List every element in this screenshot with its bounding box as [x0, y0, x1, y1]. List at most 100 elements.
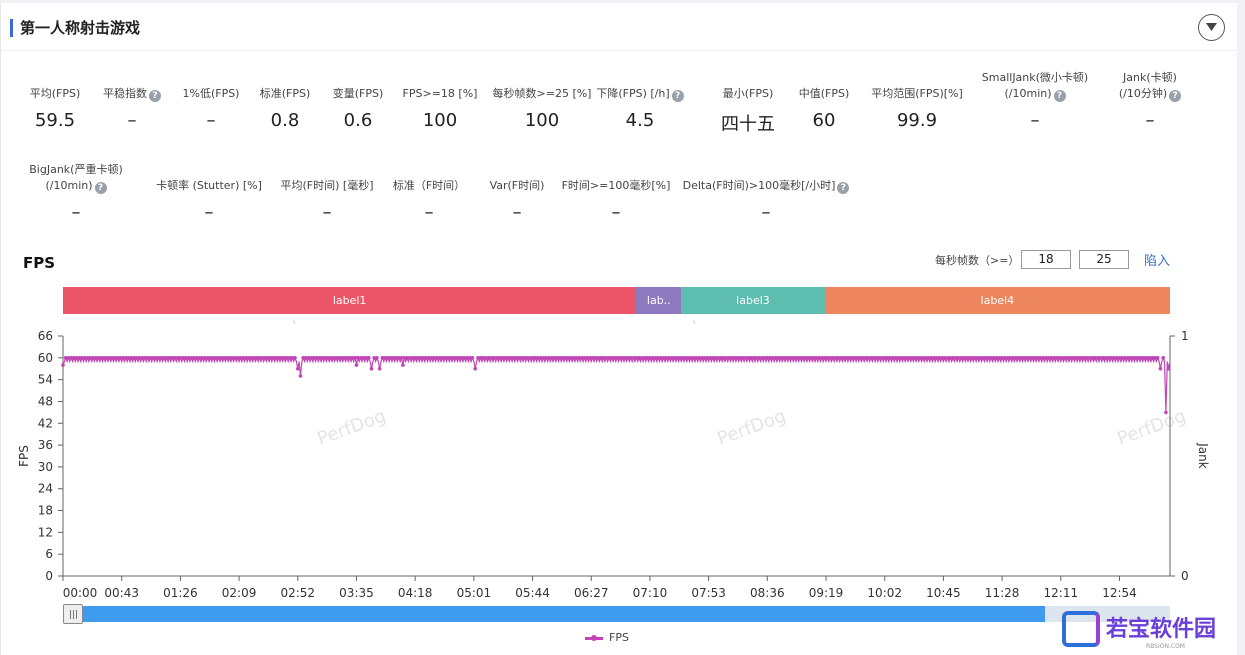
fps-data-point — [249, 356, 254, 360]
help-icon[interactable]: ? — [1053, 90, 1066, 102]
metric: 平均范围(FPS)[%] 99.9 — [827, 86, 1007, 131]
fps-data-point — [743, 356, 748, 360]
fps-data-point — [230, 356, 235, 360]
x-tick-label: 08:36 — [750, 586, 785, 600]
fps-data-point — [1052, 356, 1056, 360]
fps-data-point — [336, 356, 341, 360]
fps-data-point — [326, 356, 330, 360]
fps-data-point — [896, 356, 901, 360]
fps-data-point — [124, 356, 128, 360]
metric: F时间>=100毫秒[%] – — [526, 178, 706, 223]
fps-data-point — [667, 356, 671, 360]
y-tick-label: 0 — [45, 569, 53, 583]
fps-data-point — [296, 366, 300, 371]
metric-label: 标准(FPS) — [259, 87, 311, 100]
fps-data-point — [1079, 356, 1084, 360]
fps-data-point — [1150, 356, 1155, 360]
collapse-button[interactable] — [1198, 14, 1225, 41]
fps-data-point — [779, 356, 783, 360]
fps-data-point — [1082, 356, 1086, 360]
fps-data-point — [443, 356, 448, 360]
x-tick-label: 12:11 — [1044, 586, 1079, 600]
fps-data-point — [88, 356, 93, 360]
fps-data-point — [852, 356, 857, 360]
help-icon[interactable]: ? — [149, 90, 161, 102]
x-tick-label: 07:53 — [691, 586, 726, 600]
fps-data-point — [746, 356, 750, 360]
x-tick-label: 00:00 — [63, 586, 98, 600]
fps-data-point — [795, 356, 800, 360]
fps-data-point — [847, 356, 851, 360]
label-segment[interactable]: label1 — [63, 287, 637, 314]
fps-data-point — [992, 356, 996, 360]
fps-data-point — [342, 356, 347, 360]
fps-data-point — [1093, 356, 1097, 360]
threshold-input-2[interactable]: 25 — [1079, 250, 1129, 269]
threshold-label: 每秒帧数（>=） — [935, 254, 1020, 267]
fps-data-point — [170, 356, 174, 360]
fps-data-point — [159, 356, 164, 360]
help-icon[interactable]: ? — [837, 182, 850, 194]
chart-legend[interactable]: FPS — [585, 631, 629, 644]
fps-data-point — [656, 356, 660, 360]
fps-data-point — [517, 356, 521, 360]
fps-data-point — [514, 356, 518, 360]
fps-data-point — [730, 356, 734, 360]
fps-data-point — [375, 356, 379, 360]
fps-data-point — [825, 356, 830, 360]
fps-data-point — [642, 356, 647, 360]
metric-label: Var(F时间) — [489, 179, 545, 192]
fps-data-point — [1134, 356, 1138, 360]
fps-data-point — [462, 356, 467, 360]
fps-data-point — [274, 356, 278, 360]
fps-data-point — [1115, 356, 1119, 360]
help-icon[interactable]: ? — [1169, 90, 1182, 102]
fps-data-point — [661, 356, 666, 360]
slider-handle[interactable] — [63, 604, 83, 624]
fps-data-point — [951, 356, 955, 360]
fps-data-point — [83, 356, 87, 360]
fps-data-point — [113, 356, 117, 360]
fps-data-point — [536, 356, 540, 360]
fps-data-point — [361, 356, 366, 360]
fps-data-point — [394, 356, 398, 360]
fps-data-point — [973, 356, 977, 360]
fps-data-point — [1049, 356, 1053, 360]
help-icon[interactable]: ? — [671, 90, 684, 102]
fps-data-point — [91, 356, 95, 360]
metric-label-unit: (/10min)? — [0, 178, 166, 194]
fps-data-point — [429, 356, 434, 360]
apply-button[interactable]: 陷入 — [1144, 254, 1171, 269]
fps-data-point — [63, 356, 68, 360]
fps-data-point — [102, 356, 106, 360]
brand-name: 若宝软件园 — [1106, 617, 1217, 642]
fps-data-point — [451, 356, 456, 360]
fps-data-point — [498, 356, 502, 360]
metric-label: 下降(FPS) [/h]? — [550, 86, 730, 102]
fps-data-point — [519, 356, 524, 360]
metric: 卡顿率 (Stutter) [%] – — [119, 178, 299, 223]
fps-data-point — [323, 356, 327, 360]
metric: 1%低(FPS) – — [121, 86, 301, 131]
fps-data-point — [727, 356, 731, 360]
fps-data-point — [508, 356, 513, 360]
fps-data-point — [577, 356, 581, 360]
help-icon[interactable]: ? — [94, 182, 107, 194]
label-segment[interactable]: label4 — [824, 287, 1170, 314]
fps-data-point — [618, 356, 622, 360]
fps-data-point — [978, 356, 983, 360]
fps-data-point — [820, 356, 824, 360]
fps-data-point — [418, 356, 423, 360]
fps-data-point — [555, 356, 559, 360]
label-segment[interactable]: lab.. — [636, 287, 682, 314]
label-segment[interactable]: label3 — [681, 287, 825, 314]
fps-data-point — [186, 356, 191, 360]
threshold-input-1[interactable]: 18 — [1021, 250, 1071, 269]
fps-data-point — [254, 356, 259, 360]
fps-data-point — [762, 356, 767, 360]
fps-data-point — [1166, 366, 1171, 371]
fps-data-point — [487, 356, 491, 360]
fps-data-point — [427, 356, 431, 360]
time-range-slider[interactable] — [63, 606, 1045, 622]
fps-data-point — [934, 356, 939, 360]
